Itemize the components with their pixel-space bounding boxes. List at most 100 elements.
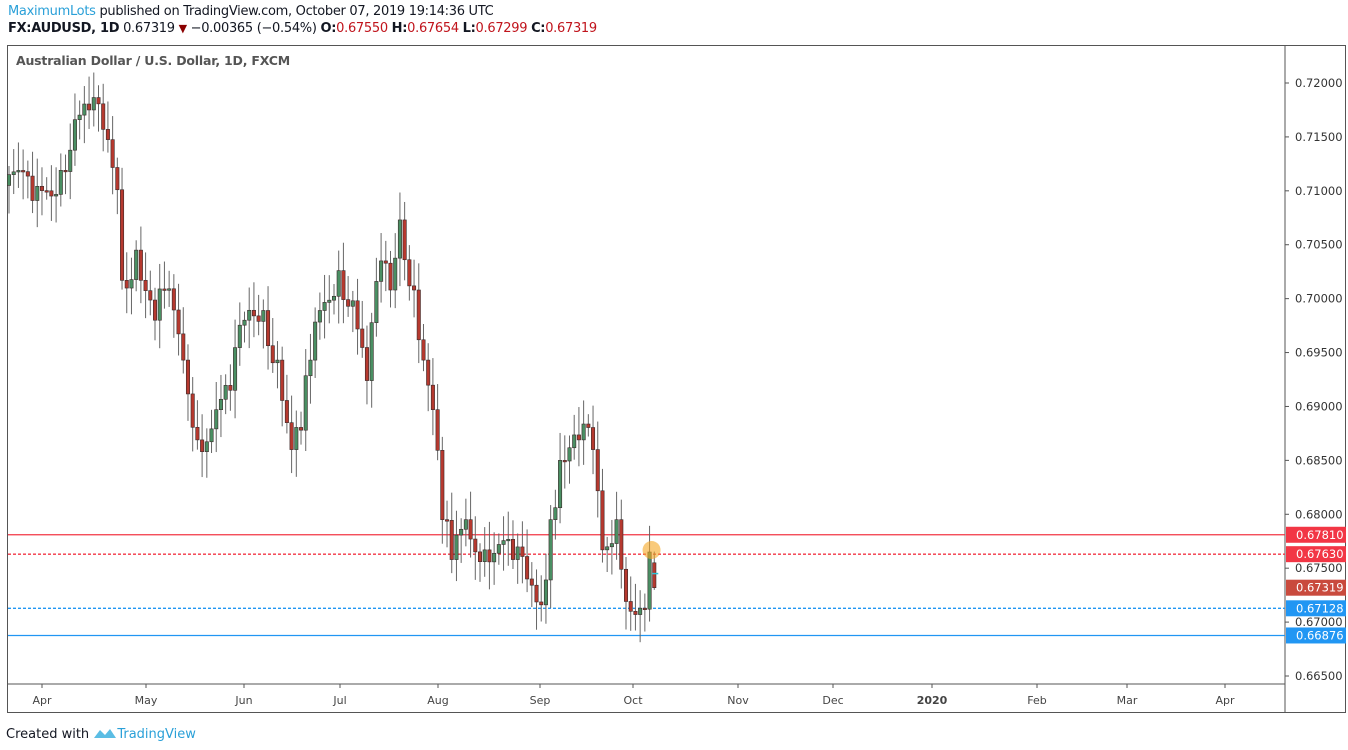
close-label: C: [531, 21, 546, 36]
bearish-candle [435, 409, 440, 451]
bullish-candle [454, 534, 459, 560]
bearish-candle [105, 129, 110, 140]
time-tick-label: Feb [1027, 694, 1046, 707]
time-tick-label: May [135, 694, 158, 707]
bearish-candle [185, 359, 190, 395]
bullish-candle [647, 551, 652, 610]
author-link[interactable]: MaximumLots [8, 4, 96, 19]
bearish-candle [21, 170, 26, 173]
chart-frame[interactable] [7, 45, 1346, 713]
bearish-candle [124, 280, 129, 289]
bearish-candle [25, 171, 30, 177]
bearish-candle [388, 262, 393, 291]
bullish-candle [303, 375, 308, 431]
bullish-candle [242, 319, 247, 326]
open-value: 0.67550 [336, 21, 388, 36]
price-tick-label: 0.67000 [1295, 615, 1343, 629]
bearish-candle [270, 345, 275, 364]
bearish-candle [407, 259, 412, 287]
symbol: FX:AUDUSD, 1D [8, 21, 120, 36]
bearish-candle [416, 289, 421, 341]
bullish-candle [218, 398, 223, 410]
bullish-candle [58, 170, 63, 195]
bearish-candle [162, 288, 167, 291]
bullish-candle [459, 528, 464, 536]
time-tick-label: Jun [234, 694, 252, 707]
bullish-candle [308, 359, 313, 377]
time-tick-label: 2020 [917, 694, 948, 707]
bullish-candle [35, 186, 40, 201]
bullish-candle [558, 460, 563, 509]
bullish-candle [275, 359, 280, 364]
bearish-candle [624, 568, 629, 602]
bullish-candle [350, 300, 355, 307]
bullish-candle [214, 409, 219, 430]
bullish-candle [327, 299, 332, 303]
time-tick-label: Oct [623, 694, 643, 707]
bearish-candle [143, 279, 148, 291]
bearish-candle [190, 393, 195, 428]
bearish-candle [595, 449, 600, 492]
bullish-candle [374, 281, 379, 323]
bullish-candle [567, 447, 572, 462]
bearish-candle [364, 347, 369, 381]
bearish-candle [138, 249, 143, 281]
bearish-candle [421, 339, 426, 361]
bearish-candle [628, 601, 633, 612]
price-tick-label: 0.72000 [1295, 76, 1343, 90]
bullish-candle [605, 546, 610, 551]
bullish-candle [331, 295, 336, 301]
last-price-label-bg [1286, 579, 1346, 596]
tradingview-link[interactable]: TradingView [117, 727, 196, 742]
price-tick-label: 0.67500 [1295, 561, 1343, 575]
bearish-candle [280, 359, 285, 401]
bearish-candle [360, 328, 365, 348]
last-price: 0.67319 [123, 21, 175, 36]
bullish-candle [506, 539, 511, 542]
bullish-candle [91, 97, 96, 111]
bearish-candle [642, 607, 647, 610]
publish-info: MaximumLots published on TradingView.com… [8, 4, 494, 19]
bullish-candle [167, 288, 172, 291]
bullish-candle [157, 288, 162, 321]
time-tick-label: Apr [1215, 694, 1235, 707]
bearish-candle [299, 427, 304, 431]
line-price-label-bg [1286, 627, 1346, 644]
bearish-candle [63, 170, 68, 173]
bearish-candle [148, 290, 153, 301]
bullish-candle [204, 441, 209, 452]
bearish-candle [44, 190, 49, 193]
bearish-candle [87, 103, 92, 111]
price-tick-label: 0.70500 [1295, 238, 1343, 252]
bearish-candle [619, 519, 624, 570]
bullish-candle [77, 114, 82, 120]
line-price-label: 0.67128 [1296, 601, 1344, 615]
price-tick-label: 0.68000 [1295, 507, 1343, 521]
price-tick-label: 0.71500 [1295, 130, 1343, 144]
bullish-candle [572, 434, 577, 449]
bearish-candle [341, 270, 346, 300]
bearish-candle [445, 519, 450, 522]
bearish-candle [171, 288, 176, 311]
chart-title: Australian Dollar / U.S. Dollar, 1D, FXC… [16, 53, 290, 68]
bearish-candle [195, 426, 200, 441]
down-triangle-icon: ▼ [178, 22, 187, 35]
bullish-candle [134, 249, 139, 280]
price-tick-label: 0.71000 [1295, 184, 1343, 198]
bullish-candle [261, 310, 266, 322]
bearish-candle [430, 384, 435, 410]
bullish-candle [11, 171, 16, 175]
bearish-candle [402, 219, 407, 261]
bullish-candle [379, 260, 384, 282]
bearish-candle [520, 546, 525, 557]
bearish-candle [49, 190, 54, 197]
line-price-label-bg [1286, 600, 1346, 617]
bearish-candle [110, 139, 115, 168]
open-label: O: [320, 21, 337, 36]
bearish-candle [153, 299, 158, 321]
bearish-candle [510, 539, 515, 560]
bullish-candle [209, 428, 214, 443]
highlight-marker [642, 541, 661, 560]
bearish-candle [289, 422, 294, 450]
